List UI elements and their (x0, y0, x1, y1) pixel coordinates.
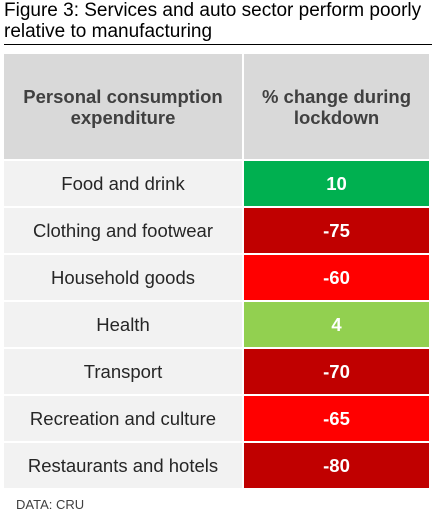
header-value: % change during lockdown (244, 54, 429, 159)
row-category: Recreation and culture (4, 396, 244, 441)
data-table: Personal consumption expenditure % chang… (4, 54, 429, 490)
table-row: Clothing and footwear -75 (4, 208, 429, 255)
table-row: Household goods -60 (4, 255, 429, 302)
table-body: Food and drink 10 Clothing and footwear -75… (4, 161, 429, 490)
table-row: Restaurants and hotels -80 (4, 443, 429, 490)
row-category: Clothing and footwear (4, 208, 244, 253)
row-value: -70 (244, 349, 429, 394)
row-category: Household goods (4, 255, 244, 300)
row-category: Transport (4, 349, 244, 394)
table-row: Health 4 (4, 302, 429, 349)
table-header: Personal consumption expenditure % chang… (4, 54, 429, 161)
row-value: -75 (244, 208, 429, 253)
table-row: Transport -70 (4, 349, 429, 396)
row-value: 4 (244, 302, 429, 347)
table-row: Food and drink 10 (4, 161, 429, 208)
source-note: DATA: CRU (16, 497, 85, 512)
row-value: -80 (244, 443, 429, 488)
row-value: 10 (244, 161, 429, 206)
header-category: Personal consumption expenditure (4, 54, 244, 159)
row-category: Health (4, 302, 244, 347)
row-value: -60 (244, 255, 429, 300)
row-category: Restaurants and hotels (4, 443, 244, 488)
figure-title: Figure 3: Services and auto sector perfo… (4, 0, 432, 45)
table-row: Recreation and culture -65 (4, 396, 429, 443)
row-value: -65 (244, 396, 429, 441)
row-category: Food and drink (4, 161, 244, 206)
